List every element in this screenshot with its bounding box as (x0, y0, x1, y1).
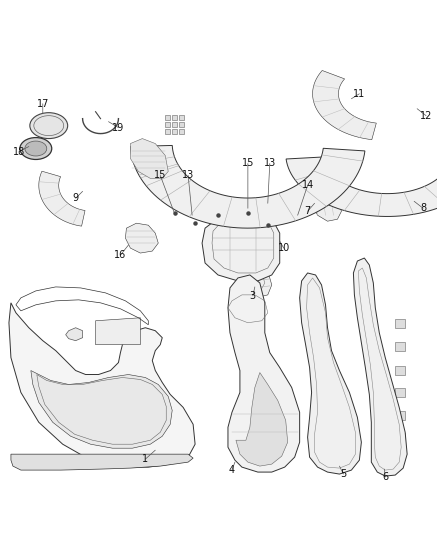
Polygon shape (125, 223, 158, 253)
Bar (395, 411, 405, 421)
Text: 15: 15 (242, 158, 254, 168)
Bar (172, 128, 177, 134)
Bar (395, 389, 405, 398)
Text: 4: 4 (229, 465, 235, 475)
Text: 17: 17 (37, 99, 49, 109)
Bar (165, 115, 170, 119)
Text: 14: 14 (301, 180, 314, 190)
Text: 10: 10 (278, 243, 290, 253)
Polygon shape (300, 273, 361, 474)
Polygon shape (131, 146, 365, 228)
Bar (179, 128, 184, 134)
Bar (165, 128, 170, 134)
Ellipse shape (25, 141, 47, 156)
Polygon shape (228, 275, 300, 472)
Text: 13: 13 (182, 171, 194, 180)
Bar (179, 115, 184, 119)
Polygon shape (311, 193, 342, 221)
Polygon shape (66, 328, 83, 341)
Text: 8: 8 (420, 203, 426, 213)
Text: 16: 16 (114, 250, 127, 260)
Text: 3: 3 (250, 291, 256, 301)
Polygon shape (31, 370, 172, 448)
Polygon shape (202, 211, 280, 281)
Polygon shape (39, 171, 85, 226)
Bar (172, 122, 177, 127)
Polygon shape (286, 157, 438, 216)
Polygon shape (236, 373, 288, 466)
Polygon shape (131, 139, 168, 179)
Text: 6: 6 (382, 472, 389, 482)
Bar (120, 324, 136, 338)
Polygon shape (353, 258, 407, 476)
Text: 1: 1 (142, 454, 148, 464)
Bar (165, 122, 170, 127)
Bar (395, 319, 405, 328)
Bar (395, 342, 405, 351)
Text: 9: 9 (73, 193, 79, 203)
Polygon shape (238, 255, 272, 297)
Bar (179, 122, 184, 127)
Bar (395, 366, 405, 375)
Polygon shape (95, 318, 140, 345)
Text: 5: 5 (340, 469, 346, 479)
Ellipse shape (30, 112, 68, 139)
Polygon shape (313, 70, 376, 140)
Polygon shape (11, 454, 193, 470)
Text: 18: 18 (13, 147, 25, 157)
Ellipse shape (20, 138, 52, 159)
Text: 13: 13 (264, 158, 276, 168)
Bar (395, 433, 405, 442)
Text: 19: 19 (112, 123, 124, 133)
Text: 7: 7 (304, 206, 311, 216)
Text: 11: 11 (353, 89, 365, 99)
Polygon shape (9, 303, 195, 467)
Bar (172, 115, 177, 119)
Text: 12: 12 (420, 111, 432, 120)
Text: 15: 15 (154, 171, 166, 180)
